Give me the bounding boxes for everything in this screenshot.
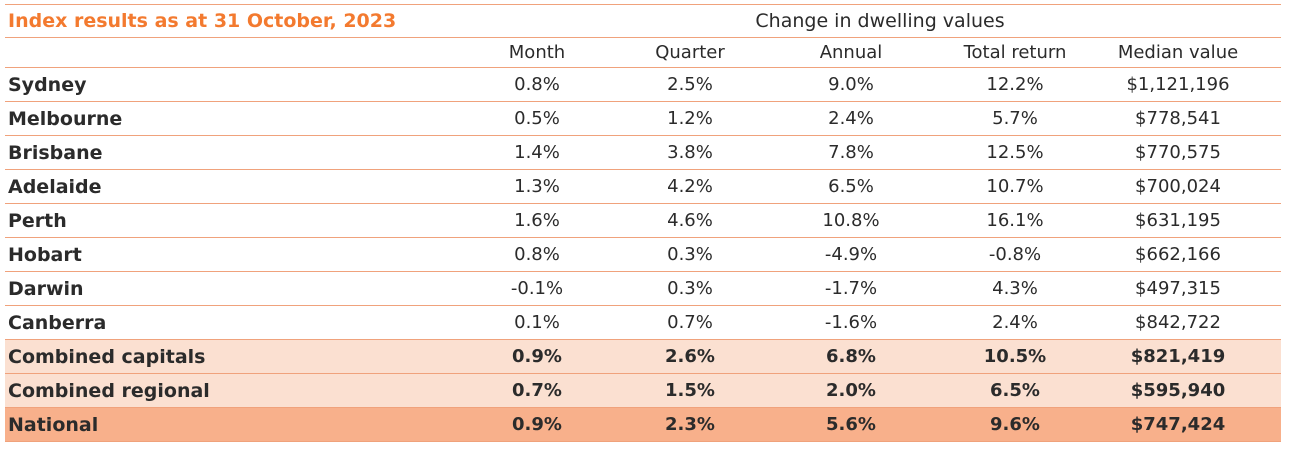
table-row: Darwin -0.1% 0.3% -1.7% 4.3% $497,315 — [5, 272, 1281, 306]
cell-total: 2.4% — [992, 312, 1038, 333]
cell-month: 0.5% — [514, 108, 560, 129]
cell-month: -0.1% — [510, 278, 564, 299]
region-name: National — [8, 413, 99, 436]
cell-annual: -1.6% — [824, 312, 878, 333]
cell-median: $700,024 — [1135, 176, 1221, 197]
cell-total: 10.5% — [983, 346, 1047, 367]
cell-annual: -1.7% — [824, 278, 878, 299]
cell-annual: 7.8% — [828, 142, 874, 163]
region-name: Adelaide — [8, 175, 102, 198]
cell-total: 9.6% — [990, 414, 1040, 435]
table-row: Sydney 0.8% 2.5% 9.0% 12.2% $1,121,196 — [5, 68, 1281, 102]
cell-median: $821,419 — [1130, 346, 1226, 367]
column-header-annual: Annual — [819, 42, 883, 63]
cell-median: $747,424 — [1130, 414, 1226, 435]
table-row: Perth 1.6% 4.6% 10.8% 16.1% $631,195 — [5, 204, 1281, 238]
cell-month: 1.3% — [514, 176, 560, 197]
cell-median: $1,121,196 — [1126, 74, 1230, 95]
cell-month: 0.9% — [512, 346, 562, 367]
cell-quarter: 2.6% — [665, 346, 715, 367]
cell-annual: 2.4% — [828, 108, 874, 129]
table-title: Index results as at 31 October, 2023 — [8, 10, 397, 32]
cell-median: $778,541 — [1135, 108, 1221, 129]
region-name: Darwin — [8, 277, 84, 300]
column-header-quarter: Quarter — [655, 42, 725, 63]
cell-month: 0.8% — [514, 74, 560, 95]
region-name: Sydney — [8, 73, 87, 96]
table-body: Sydney 0.8% 2.5% 9.0% 12.2% $1,121,196 Melbour… — [5, 68, 1281, 442]
table-row: Melbourne 0.5% 1.2% 2.4% 5.7% $778,541 — [5, 102, 1281, 136]
table-row: National 0.9% 2.3% 5.6% 9.6% $747,424 — [5, 408, 1281, 442]
cell-total: 5.7% — [992, 108, 1038, 129]
cell-quarter: 1.5% — [665, 380, 715, 401]
cell-median: $497,315 — [1135, 278, 1221, 299]
index-results-table: Index results as at 31 October, 2023 Cha… — [5, 4, 1281, 442]
cell-total: -0.8% — [988, 244, 1042, 265]
column-header-median-value: Median value — [1117, 42, 1239, 63]
cell-total: 10.7% — [986, 176, 1044, 197]
cell-annual: 9.0% — [828, 74, 874, 95]
cell-median: $595,940 — [1130, 380, 1226, 401]
cell-median: $842,722 — [1135, 312, 1221, 333]
table-row: Brisbane 1.4% 3.8% 7.8% 12.5% $770,575 — [5, 136, 1281, 170]
table-row: Hobart 0.8% 0.3% -4.9% -0.8% $662,166 — [5, 238, 1281, 272]
cell-quarter: 0.7% — [667, 312, 713, 333]
region-name: Brisbane — [8, 141, 103, 164]
table-header: Index results as at 31 October, 2023 Cha… — [5, 4, 1281, 38]
cell-annual: 6.5% — [828, 176, 874, 197]
table-row: Combined capitals 0.9% 2.6% 6.8% 10.5% $821,4… — [5, 340, 1281, 374]
table-row: Canberra 0.1% 0.7% -1.6% 2.4% $842,722 — [5, 306, 1281, 340]
region-name: Canberra — [8, 311, 107, 334]
cell-median: $631,195 — [1135, 210, 1221, 231]
table-row: Combined regional 0.7% 1.5% 2.0% 6.5% $595,94… — [5, 374, 1281, 408]
table-row: Adelaide 1.3% 4.2% 6.5% 10.7% $700,024 — [5, 170, 1281, 204]
cell-annual: -4.9% — [824, 244, 878, 265]
cell-annual: 5.6% — [826, 414, 876, 435]
region-name: Combined capitals — [8, 345, 206, 368]
cell-quarter: 1.2% — [667, 108, 713, 129]
group-header: Change in dwelling values — [755, 10, 1005, 32]
cell-median: $770,575 — [1135, 142, 1221, 163]
region-name: Hobart — [8, 243, 82, 266]
cell-month: 1.6% — [514, 210, 560, 231]
column-header-row: Month Quarter Annual Total return Median… — [5, 38, 1281, 68]
cell-total: 6.5% — [990, 380, 1040, 401]
region-name: Melbourne — [8, 107, 123, 130]
cell-month: 1.4% — [514, 142, 560, 163]
cell-month: 0.1% — [514, 312, 560, 333]
cell-annual: 2.0% — [826, 380, 876, 401]
cell-month: 0.7% — [512, 380, 562, 401]
cell-total: 12.2% — [986, 74, 1044, 95]
cell-month: 0.8% — [514, 244, 560, 265]
cell-annual: 10.8% — [822, 210, 880, 231]
region-name: Perth — [8, 209, 67, 232]
region-name: Combined regional — [8, 379, 210, 402]
column-header-total-return: Total return — [963, 42, 1067, 63]
cell-median: $662,166 — [1135, 244, 1221, 265]
cell-quarter: 4.6% — [667, 210, 713, 231]
cell-annual: 6.8% — [826, 346, 876, 367]
cell-quarter: 2.5% — [667, 74, 713, 95]
cell-quarter: 0.3% — [667, 244, 713, 265]
cell-quarter: 0.3% — [667, 278, 713, 299]
cell-total: 16.1% — [986, 210, 1044, 231]
cell-quarter: 2.3% — [665, 414, 715, 435]
column-header-month: Month — [508, 42, 566, 63]
cell-quarter: 4.2% — [667, 176, 713, 197]
cell-total: 4.3% — [992, 278, 1038, 299]
cell-total: 12.5% — [986, 142, 1044, 163]
cell-quarter: 3.8% — [667, 142, 713, 163]
cell-month: 0.9% — [512, 414, 562, 435]
